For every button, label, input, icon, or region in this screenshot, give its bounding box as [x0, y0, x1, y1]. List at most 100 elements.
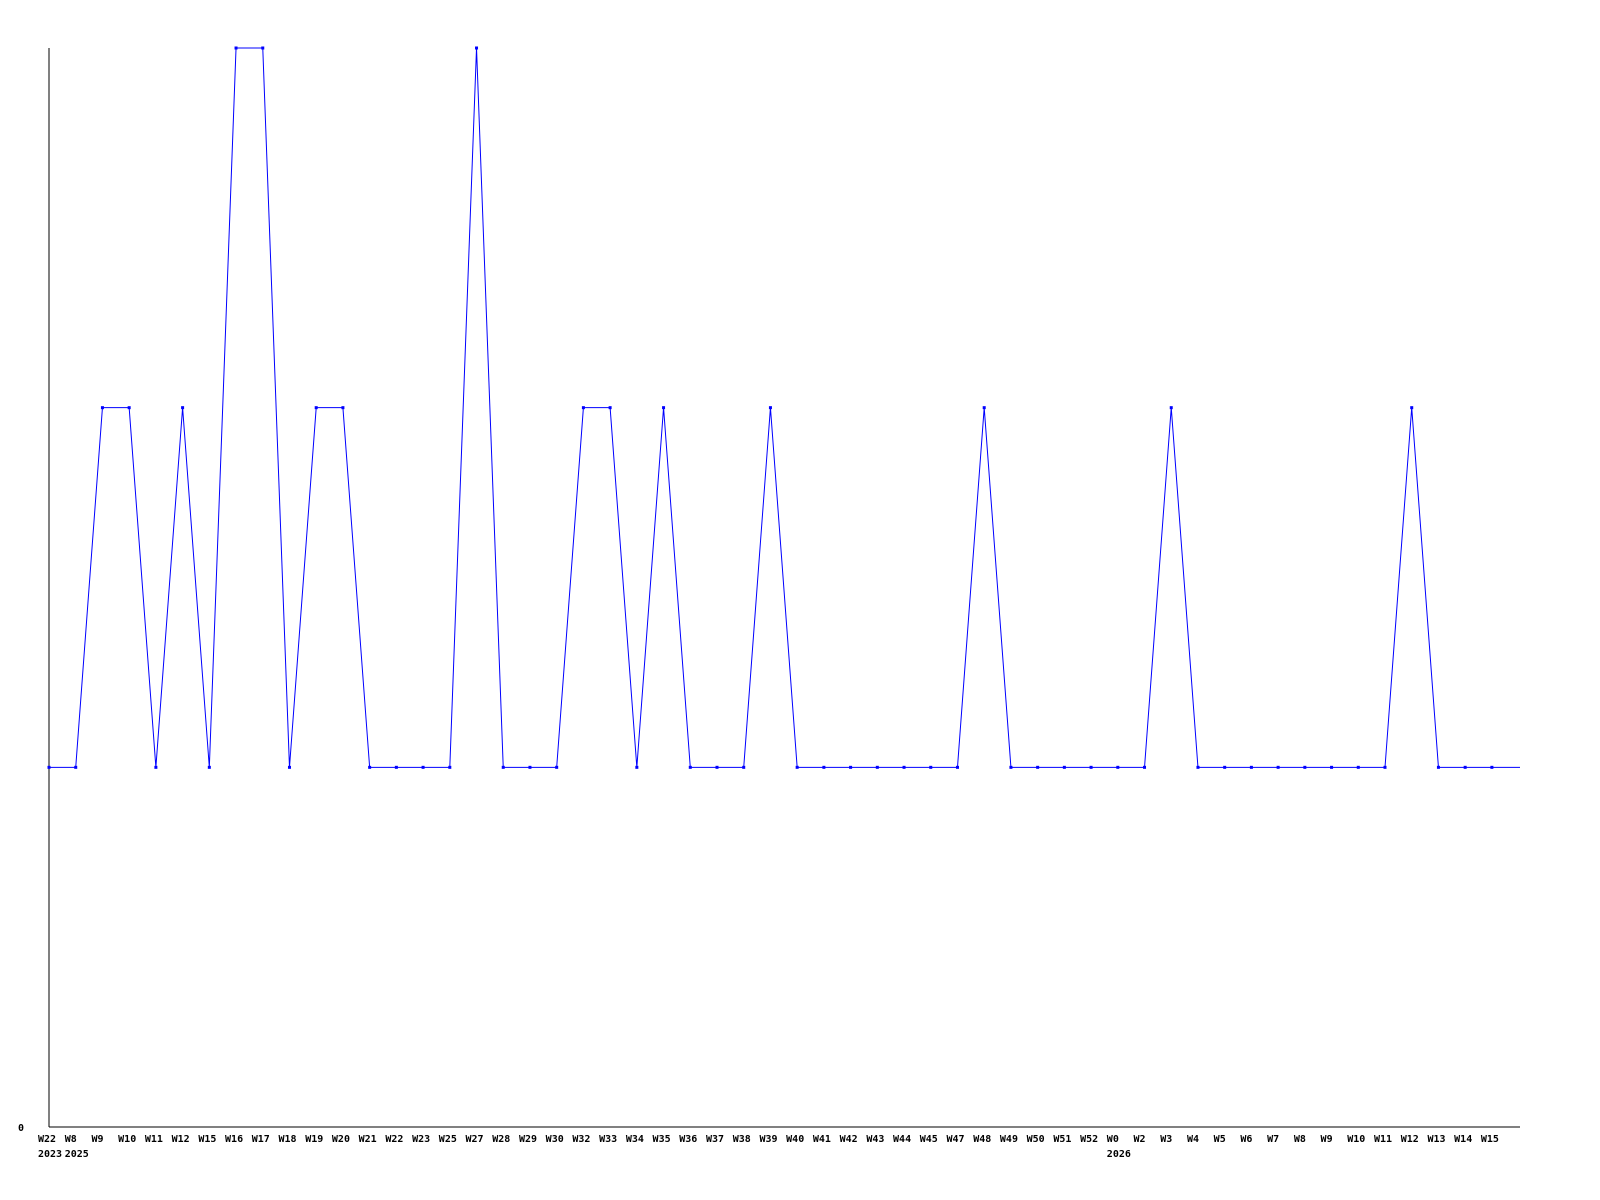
data-point: [1276, 765, 1280, 769]
data-point: [929, 765, 933, 769]
x-tick-label: W3: [1160, 1134, 1172, 1145]
series-line: [49, 47, 1520, 768]
x-tick-label: W34: [626, 1134, 644, 1145]
data-point: [100, 406, 104, 410]
x-tick-label: W47: [946, 1134, 964, 1145]
data-point: [902, 765, 906, 769]
x-tick-label: W8: [1294, 1134, 1306, 1145]
x-tick-label: W18: [278, 1134, 296, 1145]
x-tick-label: W8: [65, 1134, 77, 1145]
x-tick-label: W37: [706, 1134, 724, 1145]
x-tick-label: W13: [1427, 1134, 1445, 1145]
data-point: [314, 406, 318, 410]
x-tick-label: W25: [439, 1134, 457, 1145]
data-point: [1089, 765, 1093, 769]
data-point: [207, 765, 211, 769]
data-point: [368, 765, 372, 769]
data-point: [528, 765, 532, 769]
data-point: [287, 765, 291, 769]
x-tick-label: W32: [572, 1134, 590, 1145]
x-tick-label: W7: [1267, 1134, 1279, 1145]
data-point: [1036, 765, 1040, 769]
data-point: [715, 765, 719, 769]
data-point: [181, 406, 185, 410]
x-tick-label: W44: [893, 1134, 911, 1145]
data-point: [261, 46, 265, 50]
x-tick-label: W51: [1053, 1134, 1071, 1145]
x-year-label: 2023: [38, 1149, 62, 1160]
data-point: [1062, 765, 1066, 769]
x-tick-label: W29: [519, 1134, 537, 1145]
x-tick-label: W9: [1321, 1134, 1333, 1145]
x-tick-label: W20: [332, 1134, 350, 1145]
data-point: [127, 406, 131, 410]
data-point: [662, 406, 666, 410]
x-tick-label: W14: [1454, 1134, 1472, 1145]
x-tick-label: W30: [546, 1134, 564, 1145]
x-tick-label: W39: [759, 1134, 777, 1145]
x-tick-label: W23: [412, 1134, 430, 1145]
x-year-label: 2025: [65, 1149, 89, 1160]
x-tick-label: W6: [1240, 1134, 1252, 1145]
data-point: [875, 765, 879, 769]
x-tick-label: W2: [1134, 1134, 1146, 1145]
y-tick-label-0: 0: [18, 1123, 24, 1134]
x-tick-label: W41: [813, 1134, 831, 1145]
data-point: [608, 406, 612, 410]
data-point: [1303, 765, 1307, 769]
data-point: [234, 46, 238, 50]
x-tick-label: W12: [172, 1134, 190, 1145]
data-point: [822, 765, 826, 769]
x-tick-label: W48: [973, 1134, 991, 1145]
x-tick-label: W42: [840, 1134, 858, 1145]
x-tick-label: W50: [1027, 1134, 1045, 1145]
x-tick-label: W45: [920, 1134, 938, 1145]
data-point: [1410, 406, 1414, 410]
data-point: [501, 765, 505, 769]
data-point: [581, 406, 585, 410]
data-point: [394, 765, 398, 769]
x-tick-label: W49: [1000, 1134, 1018, 1145]
x-tick-label: W43: [866, 1134, 884, 1145]
data-point: [1463, 765, 1467, 769]
x-tick-label: W0: [1107, 1134, 1119, 1145]
data-point: [555, 765, 559, 769]
x-tick-label: W19: [305, 1134, 323, 1145]
data-point: [1436, 765, 1440, 769]
data-point: [1143, 765, 1147, 769]
data-point: [154, 765, 158, 769]
x-tick-label: W5: [1214, 1134, 1226, 1145]
x-tick-label: W52: [1080, 1134, 1098, 1145]
data-point: [1223, 765, 1227, 769]
data-point: [1383, 765, 1387, 769]
data-point: [1116, 765, 1120, 769]
x-tick-label: W10: [118, 1134, 136, 1145]
data-point: [448, 765, 452, 769]
data-point: [47, 765, 51, 769]
x-tick-label: W12: [1401, 1134, 1419, 1145]
x-tick-label: W17: [252, 1134, 270, 1145]
data-point: [742, 765, 746, 769]
x-tick-label: W10: [1347, 1134, 1365, 1145]
data-point: [982, 406, 986, 410]
data-point: [635, 765, 639, 769]
data-point: [795, 765, 799, 769]
x-tick-label: W9: [91, 1134, 103, 1145]
x-tick-label: W38: [733, 1134, 751, 1145]
x-tick-label: W22: [38, 1134, 56, 1145]
x-year-label: 2026: [1107, 1149, 1131, 1160]
x-tick-label: W21: [359, 1134, 377, 1145]
data-point: [1169, 406, 1173, 410]
x-tick-label: W16: [225, 1134, 243, 1145]
data-point: [955, 765, 959, 769]
data-point: [475, 46, 479, 50]
x-tick-label: W15: [198, 1134, 216, 1145]
x-tick-label: W22: [385, 1134, 403, 1145]
x-tick-label: W35: [653, 1134, 671, 1145]
data-point: [341, 406, 345, 410]
data-point: [688, 765, 692, 769]
data-point: [1490, 765, 1494, 769]
x-tick-label: W11: [1374, 1134, 1392, 1145]
data-point: [421, 765, 425, 769]
